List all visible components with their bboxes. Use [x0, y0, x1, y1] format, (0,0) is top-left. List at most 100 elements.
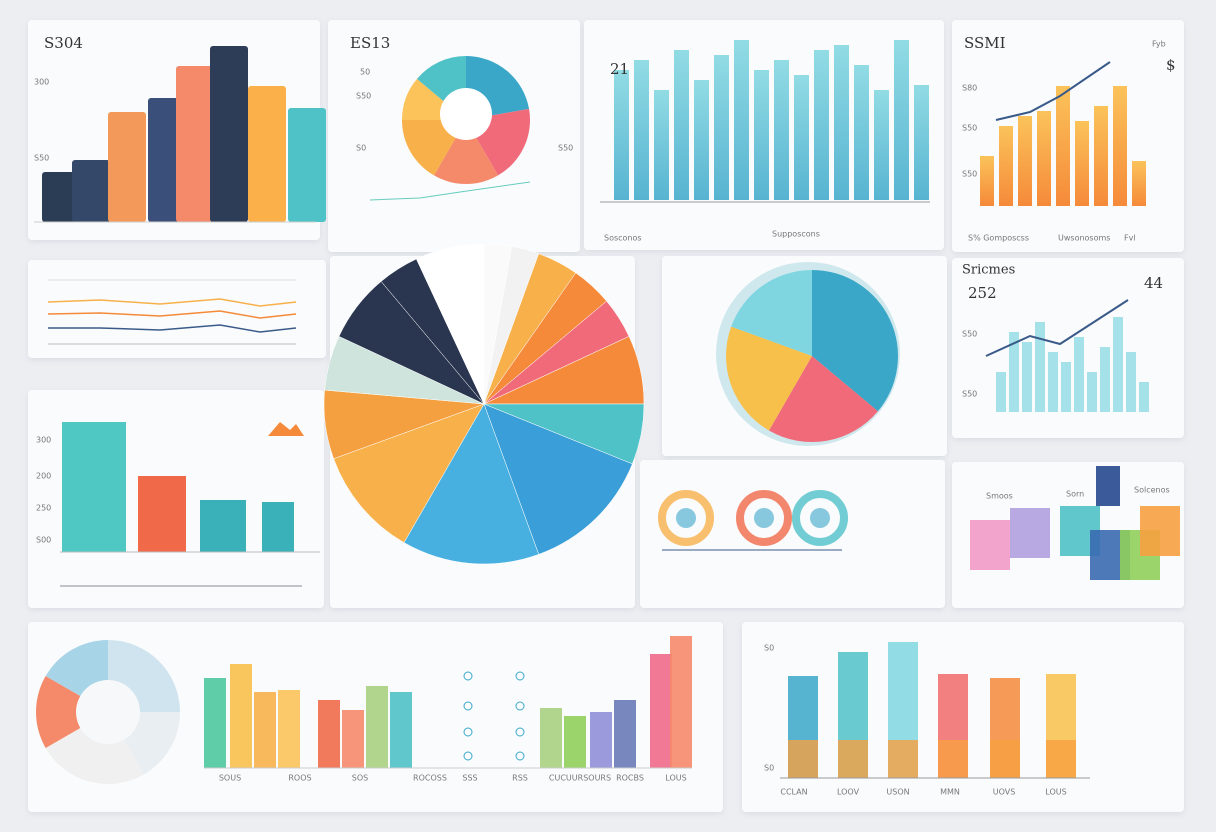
bar	[1094, 106, 1108, 206]
trend	[985, 299, 1129, 357]
bar	[138, 476, 186, 552]
title: ES13	[350, 34, 390, 52]
slice	[812, 270, 898, 412]
bar	[288, 108, 326, 222]
bar	[108, 112, 146, 222]
gauge	[658, 490, 714, 546]
bar-seg	[990, 740, 1020, 778]
bar	[1132, 161, 1146, 206]
label: Solcenos	[1134, 486, 1170, 495]
bar	[1100, 347, 1110, 412]
label: LOOV	[837, 788, 860, 797]
bar	[734, 40, 749, 200]
label: ROCOSS	[413, 774, 447, 783]
bar	[248, 86, 286, 222]
label: CCLAN	[780, 788, 807, 797]
axis-label: 250	[36, 504, 51, 513]
bar	[1074, 337, 1084, 412]
bar	[650, 654, 672, 768]
bar	[278, 690, 300, 768]
dot	[463, 751, 473, 761]
bar	[714, 55, 729, 200]
bar	[654, 90, 669, 200]
axis-label: 300	[34, 78, 49, 87]
axis-label: S0	[764, 764, 774, 773]
gauge-core	[754, 508, 774, 528]
subtitle: Fyb	[1152, 40, 1166, 49]
bar	[1113, 317, 1123, 412]
label: ROCBS	[616, 774, 644, 783]
bar	[1075, 121, 1089, 206]
bar	[1037, 111, 1051, 206]
label: SSS	[462, 774, 477, 783]
label: RSS	[512, 774, 528, 783]
bar	[614, 700, 636, 768]
line	[48, 324, 297, 333]
bar	[1048, 352, 1058, 412]
label: SOS	[352, 774, 368, 783]
card	[28, 260, 326, 358]
value: 44	[1144, 274, 1163, 292]
bar	[230, 664, 252, 768]
label: SOUS	[219, 774, 241, 783]
label: Supposcons	[772, 230, 820, 239]
axis-label: 200	[36, 472, 51, 481]
card	[640, 460, 945, 608]
slice	[434, 120, 498, 184]
label: CUCUURSOURS	[549, 774, 611, 783]
label: UOVS	[993, 788, 1016, 797]
label: Sorn	[1066, 490, 1084, 499]
bar	[854, 65, 869, 200]
bar	[1139, 382, 1149, 412]
bar	[210, 46, 248, 222]
gauge	[792, 490, 848, 546]
bar	[590, 712, 612, 768]
bar-seg	[888, 740, 918, 778]
bar	[874, 90, 889, 200]
slice	[483, 403, 633, 555]
label: S% Gomposcss	[968, 234, 1029, 243]
value: 252	[968, 284, 997, 302]
bar	[342, 710, 364, 768]
title: 21	[610, 60, 629, 78]
slice	[731, 270, 812, 356]
bar	[980, 156, 994, 206]
bar	[754, 70, 769, 200]
label: MMN	[940, 788, 960, 797]
slice	[45, 712, 144, 784]
bar	[262, 502, 294, 552]
dot	[515, 751, 525, 761]
axis-label: S50	[356, 92, 371, 101]
dot	[515, 727, 525, 737]
bar	[176, 66, 214, 222]
axis-label: S0	[764, 644, 774, 653]
line	[47, 298, 297, 307]
bar-seg	[788, 740, 818, 778]
dot	[463, 701, 473, 711]
bar	[774, 60, 789, 200]
label: Uwsonosoms	[1058, 234, 1110, 243]
bar-seg	[1046, 740, 1076, 778]
axis-label: S50	[962, 124, 977, 133]
label: USON	[886, 788, 909, 797]
bar	[1009, 332, 1019, 412]
block	[1140, 506, 1180, 556]
bar	[1113, 86, 1127, 206]
axis-label: 50	[360, 68, 370, 77]
bar	[204, 678, 226, 768]
title: SSMI	[964, 34, 1006, 52]
bar	[670, 636, 692, 768]
bar	[674, 50, 689, 200]
bar	[999, 126, 1013, 206]
bar	[1022, 342, 1032, 412]
bar	[1061, 362, 1071, 412]
gauge	[736, 490, 792, 546]
slice	[726, 326, 812, 431]
axis-label: S00	[36, 536, 51, 545]
bar	[794, 75, 809, 200]
hole	[440, 88, 492, 140]
bar	[914, 85, 929, 200]
decoration	[34, 40, 1180, 784]
bar	[200, 500, 246, 552]
